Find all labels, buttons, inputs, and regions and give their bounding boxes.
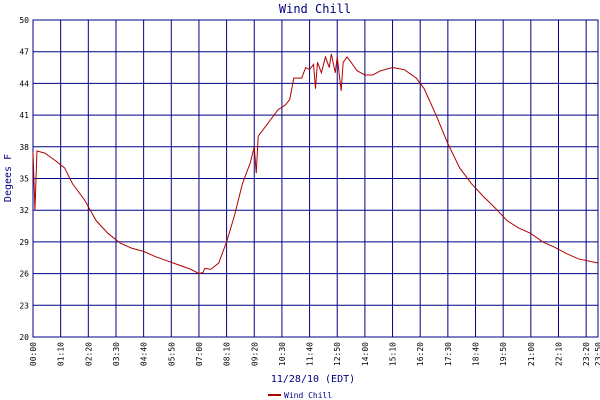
- chart-title: Wind Chill: [279, 2, 351, 16]
- x-tick-label: 23:20: [582, 342, 591, 366]
- x-tick-label: 22:10: [554, 342, 563, 366]
- y-tick-label: 41: [19, 111, 29, 120]
- y-tick-label: 20: [19, 333, 29, 342]
- y-tick-label: 23: [19, 301, 29, 310]
- x-tick-label: 03:30: [112, 342, 121, 366]
- y-axis-label: Degees F: [3, 154, 14, 202]
- x-tick-label: 17:30: [444, 342, 453, 366]
- y-tick-label: 47: [19, 48, 29, 57]
- x-tick-label: 14:00: [361, 342, 370, 366]
- legend-label: Wind Chill: [284, 391, 332, 400]
- y-tick-label: 35: [19, 175, 29, 184]
- y-tick-label: 50: [19, 16, 29, 25]
- x-tick-label: 12:50: [333, 342, 342, 366]
- y-tick-label: 38: [19, 143, 29, 152]
- x-tick-label: 19:50: [499, 342, 508, 366]
- x-tick-label: 11:40: [306, 342, 315, 366]
- x-axis-label: 11/28/10 (EDT): [271, 374, 355, 385]
- x-tick-label: 21:00: [527, 342, 536, 366]
- y-tick-label: 32: [19, 206, 29, 215]
- x-tick-label: 00:00: [29, 342, 38, 366]
- x-tick-label: 15:10: [389, 342, 398, 366]
- x-tick-label: 02:20: [84, 342, 93, 366]
- x-tick-label: 09:20: [250, 342, 259, 366]
- y-tick-label: 26: [19, 270, 29, 279]
- x-tick-label: 07:00: [195, 342, 204, 366]
- x-tick-label: 08:10: [223, 342, 232, 366]
- y-tick-label: 29: [19, 238, 29, 247]
- x-tick-label: 16:20: [416, 342, 425, 366]
- x-tick-label: 18:40: [472, 342, 481, 366]
- data-line: [32, 53, 599, 275]
- y-tick-label: 44: [19, 79, 29, 88]
- x-tick-label: 01:10: [57, 342, 66, 366]
- x-tick-label: 05:50: [167, 342, 176, 366]
- x-tick-label: 04:40: [140, 342, 149, 366]
- x-tick-label: 10:30: [278, 342, 287, 366]
- x-tick-label: 23:50: [594, 342, 600, 366]
